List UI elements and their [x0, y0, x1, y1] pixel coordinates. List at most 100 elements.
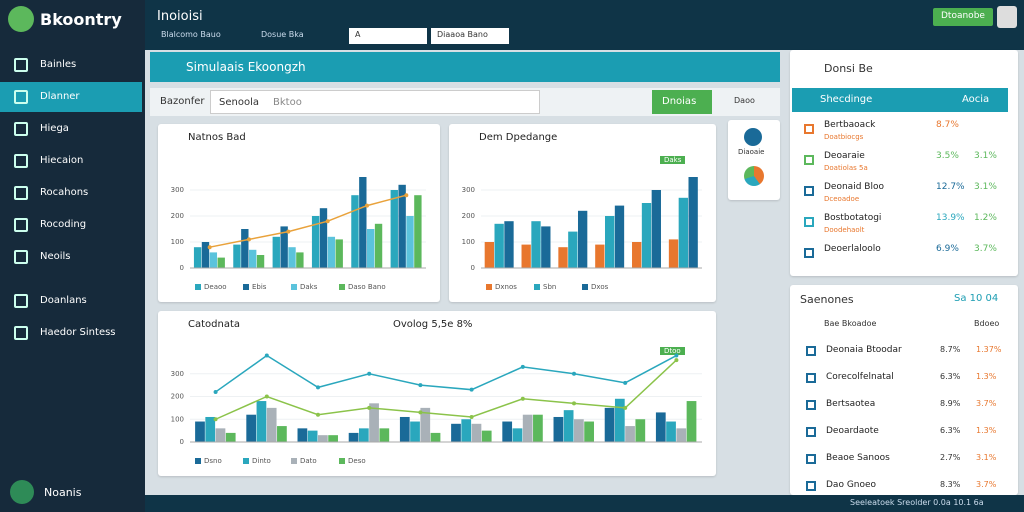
top-button[interactable]: Dtoanobe — [933, 8, 993, 26]
primary-button[interactable]: Dnoias — [652, 90, 712, 114]
nav-label: Dlanner — [40, 91, 80, 102]
nav-icon — [14, 90, 28, 104]
list-title: Saenones — [800, 293, 854, 306]
line-point — [367, 405, 372, 410]
line-point — [213, 389, 218, 394]
row-value: 1.2% — [974, 213, 997, 223]
top-tab[interactable]: Blalcomo Bauo — [155, 28, 247, 44]
bar — [215, 428, 226, 442]
nav-label: Rocahons — [40, 187, 89, 198]
bar — [604, 407, 615, 442]
nav-item[interactable]: Rocahons — [0, 178, 142, 208]
list-value: 6.3% — [940, 372, 961, 381]
bar — [678, 197, 688, 268]
nav-item[interactable]: Dlanner — [0, 82, 142, 112]
chart-title: Dem Dpedange — [479, 132, 558, 143]
top-tab[interactable]: A — [349, 28, 427, 44]
line-point — [674, 353, 679, 358]
filter-row: Bazonfer Senoola Bktoo Dnoias Daoo — [150, 88, 780, 116]
line-point — [520, 396, 525, 401]
nav-item[interactable]: Rocoding — [0, 210, 142, 240]
side-card: Diaoaie — [728, 120, 780, 200]
bar — [379, 428, 390, 442]
nav-label: Hiega — [40, 123, 69, 134]
top-tab[interactable]: Dosue Bka — [255, 28, 333, 44]
right-tab-action: Aocia — [962, 94, 990, 105]
legend-label: Dxos — [591, 283, 609, 291]
legend-swatch — [243, 284, 249, 290]
line-point — [404, 193, 409, 198]
list-value: 3.7% — [976, 399, 997, 408]
chart-title: Natnos Bad — [188, 132, 246, 143]
row-value: 8.7% — [936, 120, 959, 130]
row-sub: Doodehaolt — [824, 226, 865, 234]
list-action[interactable]: Sa 10 04 — [954, 293, 999, 304]
list-value: 6.3% — [940, 426, 961, 435]
line-series — [215, 359, 677, 420]
legend-swatch — [582, 284, 588, 290]
bar — [367, 229, 375, 268]
column-head: Bdoeo — [974, 319, 1000, 328]
bar — [502, 421, 513, 442]
y-tick-label: 200 — [171, 393, 184, 401]
chart: 0 100 200 300 Dsno Dinto Dato Deso — [171, 353, 702, 465]
select-label: Senoola — [219, 97, 259, 108]
bar — [484, 242, 495, 268]
legend-label: Ebis — [252, 283, 267, 291]
bar — [558, 247, 568, 268]
bar — [233, 244, 241, 268]
y-tick-label: 200 — [462, 212, 475, 220]
nav-item[interactable]: Bainles — [0, 50, 142, 80]
list-value: 3.7% — [976, 480, 997, 489]
nav-item[interactable]: Hiecaion — [0, 146, 142, 176]
line-point — [325, 219, 330, 224]
legend-swatch — [195, 284, 201, 290]
chart-badge: Dtoo — [660, 347, 685, 355]
right-panel: Donsi Be Shecdinge Aocia Bertbaoack Doatb… — [790, 50, 1018, 276]
nav-item[interactable]: Hiega — [0, 114, 142, 144]
legend-label: Dsno — [204, 457, 222, 465]
avatar — [10, 480, 34, 504]
list-icon — [806, 427, 816, 437]
y-tick-label: 300 — [171, 186, 184, 194]
line-point — [367, 371, 372, 376]
profile[interactable] — [997, 6, 1017, 28]
bar — [531, 221, 541, 268]
bar — [577, 210, 588, 268]
nav-item[interactable]: Haedor Sintess — [0, 318, 142, 348]
list-label: Deonaia Btoodar — [826, 345, 902, 355]
top-tab[interactable]: Diaaoa Bano — [431, 28, 509, 44]
search-box[interactable]: Senoola Bktoo — [210, 90, 540, 114]
column-head: Bae Bkoadoe — [824, 319, 877, 328]
list-icon — [806, 481, 816, 491]
legend-label: Deaoo — [204, 283, 227, 291]
y-tick-label: 0 — [471, 264, 475, 272]
chart-panel: Natnos Bad 0 100 200 300 Deaoo Ebis Daks Daso Ba… — [158, 124, 440, 302]
bar — [201, 242, 210, 268]
right-tab[interactable]: Shecdinge Aocia — [792, 88, 1008, 112]
bar — [471, 423, 482, 442]
line-point — [418, 383, 423, 388]
nav-label: Hiecaion — [40, 155, 84, 166]
bar — [193, 247, 202, 268]
bar — [195, 421, 205, 442]
list-value: 8.9% — [940, 399, 961, 408]
nav-label: Bainles — [40, 59, 77, 70]
top-tab-label: A — [355, 30, 361, 39]
legend-label: Deso — [348, 457, 366, 465]
nav-item[interactable]: Doanlans — [0, 286, 142, 316]
legend-label: Daso Bano — [348, 283, 386, 291]
nav-item[interactable]: Neoils — [0, 242, 142, 272]
bar — [318, 435, 328, 442]
bar — [563, 410, 574, 442]
line-point — [572, 401, 576, 406]
line-series — [209, 194, 407, 248]
card-pie — [744, 166, 764, 186]
row-icon — [804, 217, 814, 227]
line-point — [469, 414, 474, 419]
legend-label: Sbn — [543, 283, 556, 291]
bar — [297, 428, 308, 442]
bar — [358, 428, 369, 442]
primary-button-label: Dnoias — [662, 96, 697, 107]
